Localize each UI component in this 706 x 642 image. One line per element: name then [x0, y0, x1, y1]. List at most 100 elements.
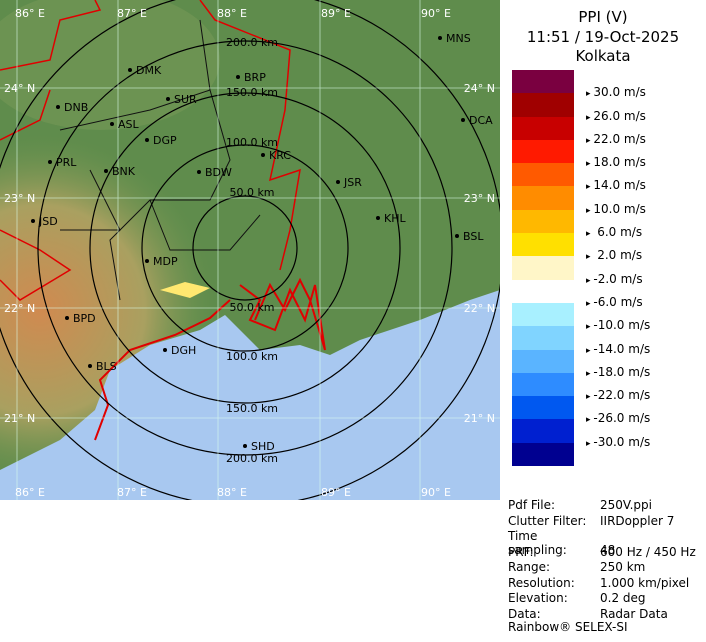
- echo: [160, 282, 210, 298]
- info-value: IIRDoppler 7: [600, 513, 675, 528]
- info-value: Radar Data: [600, 606, 668, 621]
- info-value: 0.2 deg: [600, 591, 646, 605]
- city-label: BPD: [73, 312, 96, 325]
- radar-map: 86° E 87° E 88° E 89° E 90° E 86° E 87° E 88° E…: [0, 0, 500, 500]
- border: [199, 0, 301, 271]
- lon-label: 90° E: [421, 486, 451, 499]
- city-label: DMK: [136, 64, 162, 77]
- legend-label: -18.0 m/s: [586, 365, 650, 379]
- lat-label: 22° N: [4, 302, 35, 315]
- legend-swatch: [512, 302, 574, 327]
- footer: Rainbow® SELEX-SI: [508, 620, 628, 634]
- city-dot: [128, 68, 132, 72]
- city-label: BNK: [112, 165, 136, 178]
- legend-swatch: [512, 163, 574, 187]
- city-label: PRL: [56, 156, 77, 169]
- info-key: Range:: [508, 560, 551, 574]
- graticule: [0, 0, 500, 500]
- city-label: BSL: [463, 230, 484, 243]
- legend-label: -2.0 m/s: [586, 272, 642, 286]
- city-label: JSD: [38, 215, 58, 228]
- info-value: 250V.ppi: [600, 498, 652, 512]
- lon-label: 88° E: [217, 486, 247, 499]
- info-value: 1.000 km/pixel: [600, 575, 690, 590]
- lon-label: 87° E: [117, 486, 147, 499]
- legend-swatch: [512, 256, 574, 281]
- lat-label: 23° N: [4, 192, 35, 205]
- city-label: SUR: [174, 93, 197, 106]
- city-label: MDP: [153, 255, 178, 268]
- city-dot: [56, 105, 60, 109]
- range-label: 100.0 km: [226, 350, 278, 363]
- city-dot: [31, 219, 35, 223]
- info-row: Elevation: 0.2 deg: [508, 591, 646, 605]
- legend-label: -26.0 m/s: [586, 411, 650, 425]
- info-value: 250 km: [600, 560, 646, 574]
- info-row: Data: Radar Data: [508, 607, 668, 621]
- range-label: 200.0 km: [226, 452, 278, 465]
- legend-swatch: [512, 419, 574, 444]
- city-dot: [145, 138, 149, 142]
- city-dot: [376, 216, 380, 220]
- city-dot: [261, 153, 265, 157]
- info-key: Pdf File:: [508, 498, 556, 512]
- legend-swatch: [512, 349, 574, 374]
- info-key: Time sampling:: [508, 529, 567, 557]
- city-dot: [65, 316, 69, 320]
- legend-swatch: [512, 396, 574, 420]
- city-label: DGH: [171, 344, 196, 357]
- legend-label: 18.0 m/s: [586, 155, 646, 169]
- city-dot: [104, 169, 108, 173]
- city-label: JSR: [343, 176, 362, 189]
- city-label: MNS: [446, 32, 471, 45]
- info-key: Clutter Filter:: [508, 513, 587, 528]
- city-dot: [163, 348, 167, 352]
- lon-label: 89° E: [321, 486, 351, 499]
- lat-label: 24° N: [4, 82, 35, 95]
- sea: [0, 290, 500, 500]
- city-dot: [438, 36, 442, 40]
- info-row: Resolution: 1.000 km/pixel: [508, 576, 689, 590]
- city-label: DCA: [469, 114, 493, 127]
- range-label: 50.0 km: [229, 186, 274, 199]
- legend-label: 6.0 m/s: [586, 225, 642, 239]
- legend-label: 22.0 m/s: [586, 132, 646, 146]
- info-key: Resolution:: [508, 575, 575, 590]
- city-label: SHD: [251, 440, 275, 453]
- info-key: Elevation:: [508, 591, 568, 605]
- legend-label: 10.0 m/s: [586, 202, 646, 216]
- city-dot: [145, 259, 149, 263]
- city-dot: [48, 160, 52, 164]
- coastline: [94, 299, 231, 441]
- side-panel: PPI (V) 11:51 / 19-Oct-2025 Kolkata 30.0…: [500, 0, 706, 642]
- info-value: 48: [600, 543, 616, 557]
- legend-swatch: [512, 93, 574, 118]
- legend-label: -22.0 m/s: [586, 388, 650, 402]
- coastline: [239, 277, 326, 351]
- city-dot: [166, 97, 170, 101]
- city-label: BRP: [244, 71, 266, 84]
- legend-swatch: [512, 116, 574, 141]
- legend-swatch: [512, 442, 574, 467]
- legend-swatch: [512, 186, 574, 211]
- info-value: 600 Hz / 450 Hz: [600, 544, 696, 559]
- city-label: DGP: [153, 134, 177, 147]
- city-dot: [455, 234, 459, 238]
- legend-swatch: [512, 279, 574, 304]
- info-row: Pdf File: 250V.ppi: [508, 498, 652, 512]
- lat-label: 21° N: [4, 412, 35, 425]
- legend-label: 2.0 m/s: [586, 248, 642, 262]
- range-label: 200.0 km: [226, 36, 278, 49]
- lon-label: 88° E: [217, 7, 247, 20]
- legend-label: 14.0 m/s: [586, 178, 646, 192]
- city-label: BLS: [96, 360, 117, 373]
- legend-label: -14.0 m/s: [586, 342, 650, 356]
- lon-label: 90° E: [421, 7, 451, 20]
- legend-swatch: [512, 233, 574, 257]
- site-name: Kolkata: [575, 47, 631, 65]
- info-row: Time sampling: 48: [508, 529, 615, 557]
- legend-label: -10.0 m/s: [586, 318, 650, 332]
- range-label: 50.0 km: [229, 301, 274, 314]
- legend-swatch: [512, 372, 574, 397]
- city-label: KRC: [269, 149, 291, 162]
